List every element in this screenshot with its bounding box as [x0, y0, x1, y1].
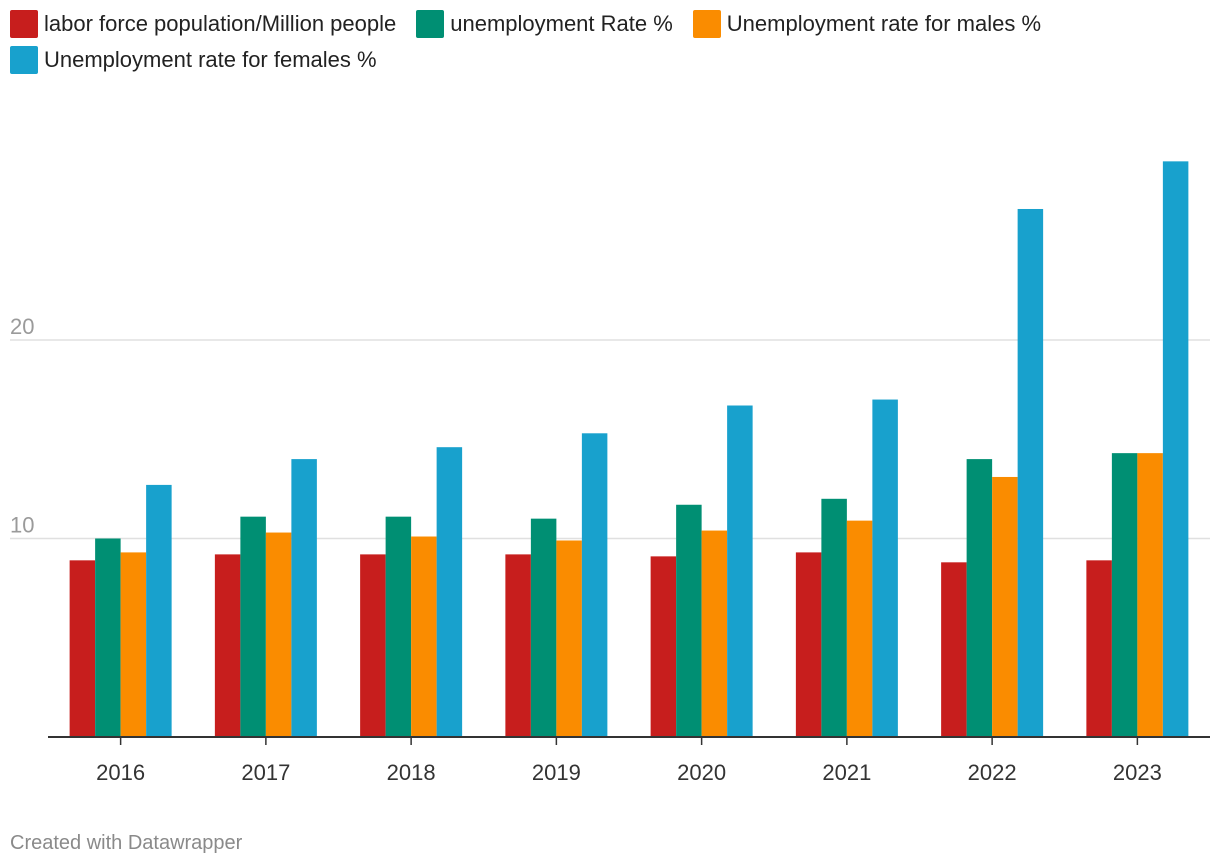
bar — [360, 554, 386, 737]
bar — [385, 516, 412, 737]
bar — [872, 399, 898, 737]
bar — [676, 504, 702, 737]
bar — [214, 554, 241, 737]
bar — [505, 554, 531, 737]
x-tick-label: 2016 — [96, 760, 145, 785]
legend-item-labor-force: labor force population/Million people — [10, 10, 396, 38]
legend-label: Unemployment rate for females % — [44, 47, 377, 72]
bar — [821, 498, 847, 737]
legend-item-unemployment-rate: unemployment Rate % — [416, 10, 673, 38]
bar — [992, 476, 1018, 737]
bar — [727, 405, 753, 737]
bar — [1017, 208, 1044, 738]
bar — [120, 552, 147, 737]
footer-credit: Created with Datawrapper — [10, 832, 243, 854]
bar — [240, 516, 266, 737]
x-tick-label: 2018 — [387, 760, 436, 785]
legend-label: Unemployment rate for males % — [726, 11, 1042, 36]
legend-swatch — [416, 10, 445, 38]
bar — [846, 520, 873, 737]
bar — [556, 540, 582, 737]
legend-item-male-rate: Unemployment rate for males % — [692, 10, 1042, 38]
x-tick-label: 2017 — [241, 760, 290, 785]
bar — [966, 459, 993, 737]
bar — [411, 536, 437, 737]
bar — [265, 532, 292, 737]
bar — [650, 556, 677, 737]
bar — [1086, 560, 1112, 737]
x-tick-label: 2019 — [532, 760, 581, 785]
bar — [69, 560, 96, 737]
bar — [1111, 453, 1138, 737]
legend-item-female-rate: Unemployment rate for females % — [10, 46, 377, 74]
bar — [436, 447, 463, 737]
legend-swatch — [10, 10, 38, 38]
bar — [581, 433, 608, 737]
legend-label: labor force population/Million people — [44, 11, 397, 36]
y-tick-label: 20 — [10, 314, 34, 339]
legend-swatch — [692, 10, 721, 38]
bar — [291, 459, 317, 737]
bar — [795, 552, 822, 737]
bar — [1162, 161, 1189, 738]
bar — [146, 484, 172, 737]
bar — [1137, 453, 1163, 737]
y-tick-label: 10 — [10, 513, 34, 538]
chart-legend: labor force population/Million people un… — [10, 10, 1210, 74]
x-tick-label: 2020 — [677, 760, 726, 785]
legend-label: unemployment Rate % — [450, 11, 673, 36]
bar — [941, 562, 967, 737]
bar — [701, 530, 728, 737]
x-tick-label: 2023 — [1113, 760, 1162, 785]
x-tick-label: 2021 — [822, 760, 871, 785]
bar — [95, 538, 121, 737]
legend-swatch — [10, 46, 38, 74]
x-tick-label: 2022 — [968, 760, 1017, 785]
bar — [530, 518, 557, 737]
